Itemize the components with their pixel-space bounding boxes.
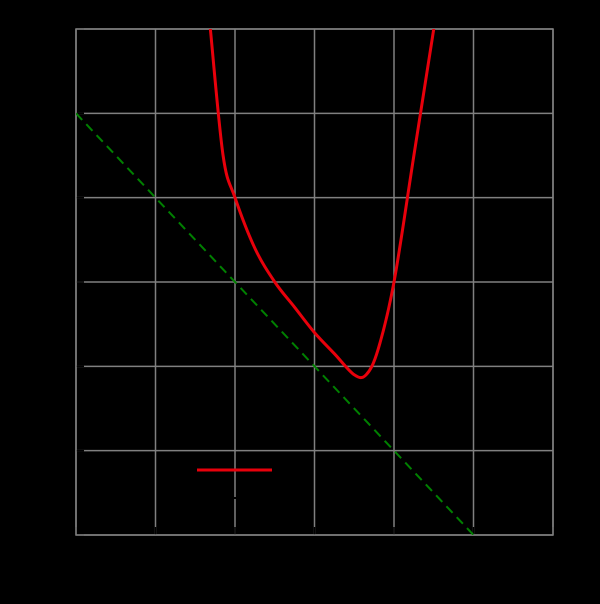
grid-layer (75, 28, 554, 536)
plot-frame (75, 28, 554, 536)
series-layer (76, 29, 475, 535)
series-line-solid (208, 29, 436, 380)
legend (197, 468, 272, 499)
series-line-dashed (76, 112, 475, 535)
